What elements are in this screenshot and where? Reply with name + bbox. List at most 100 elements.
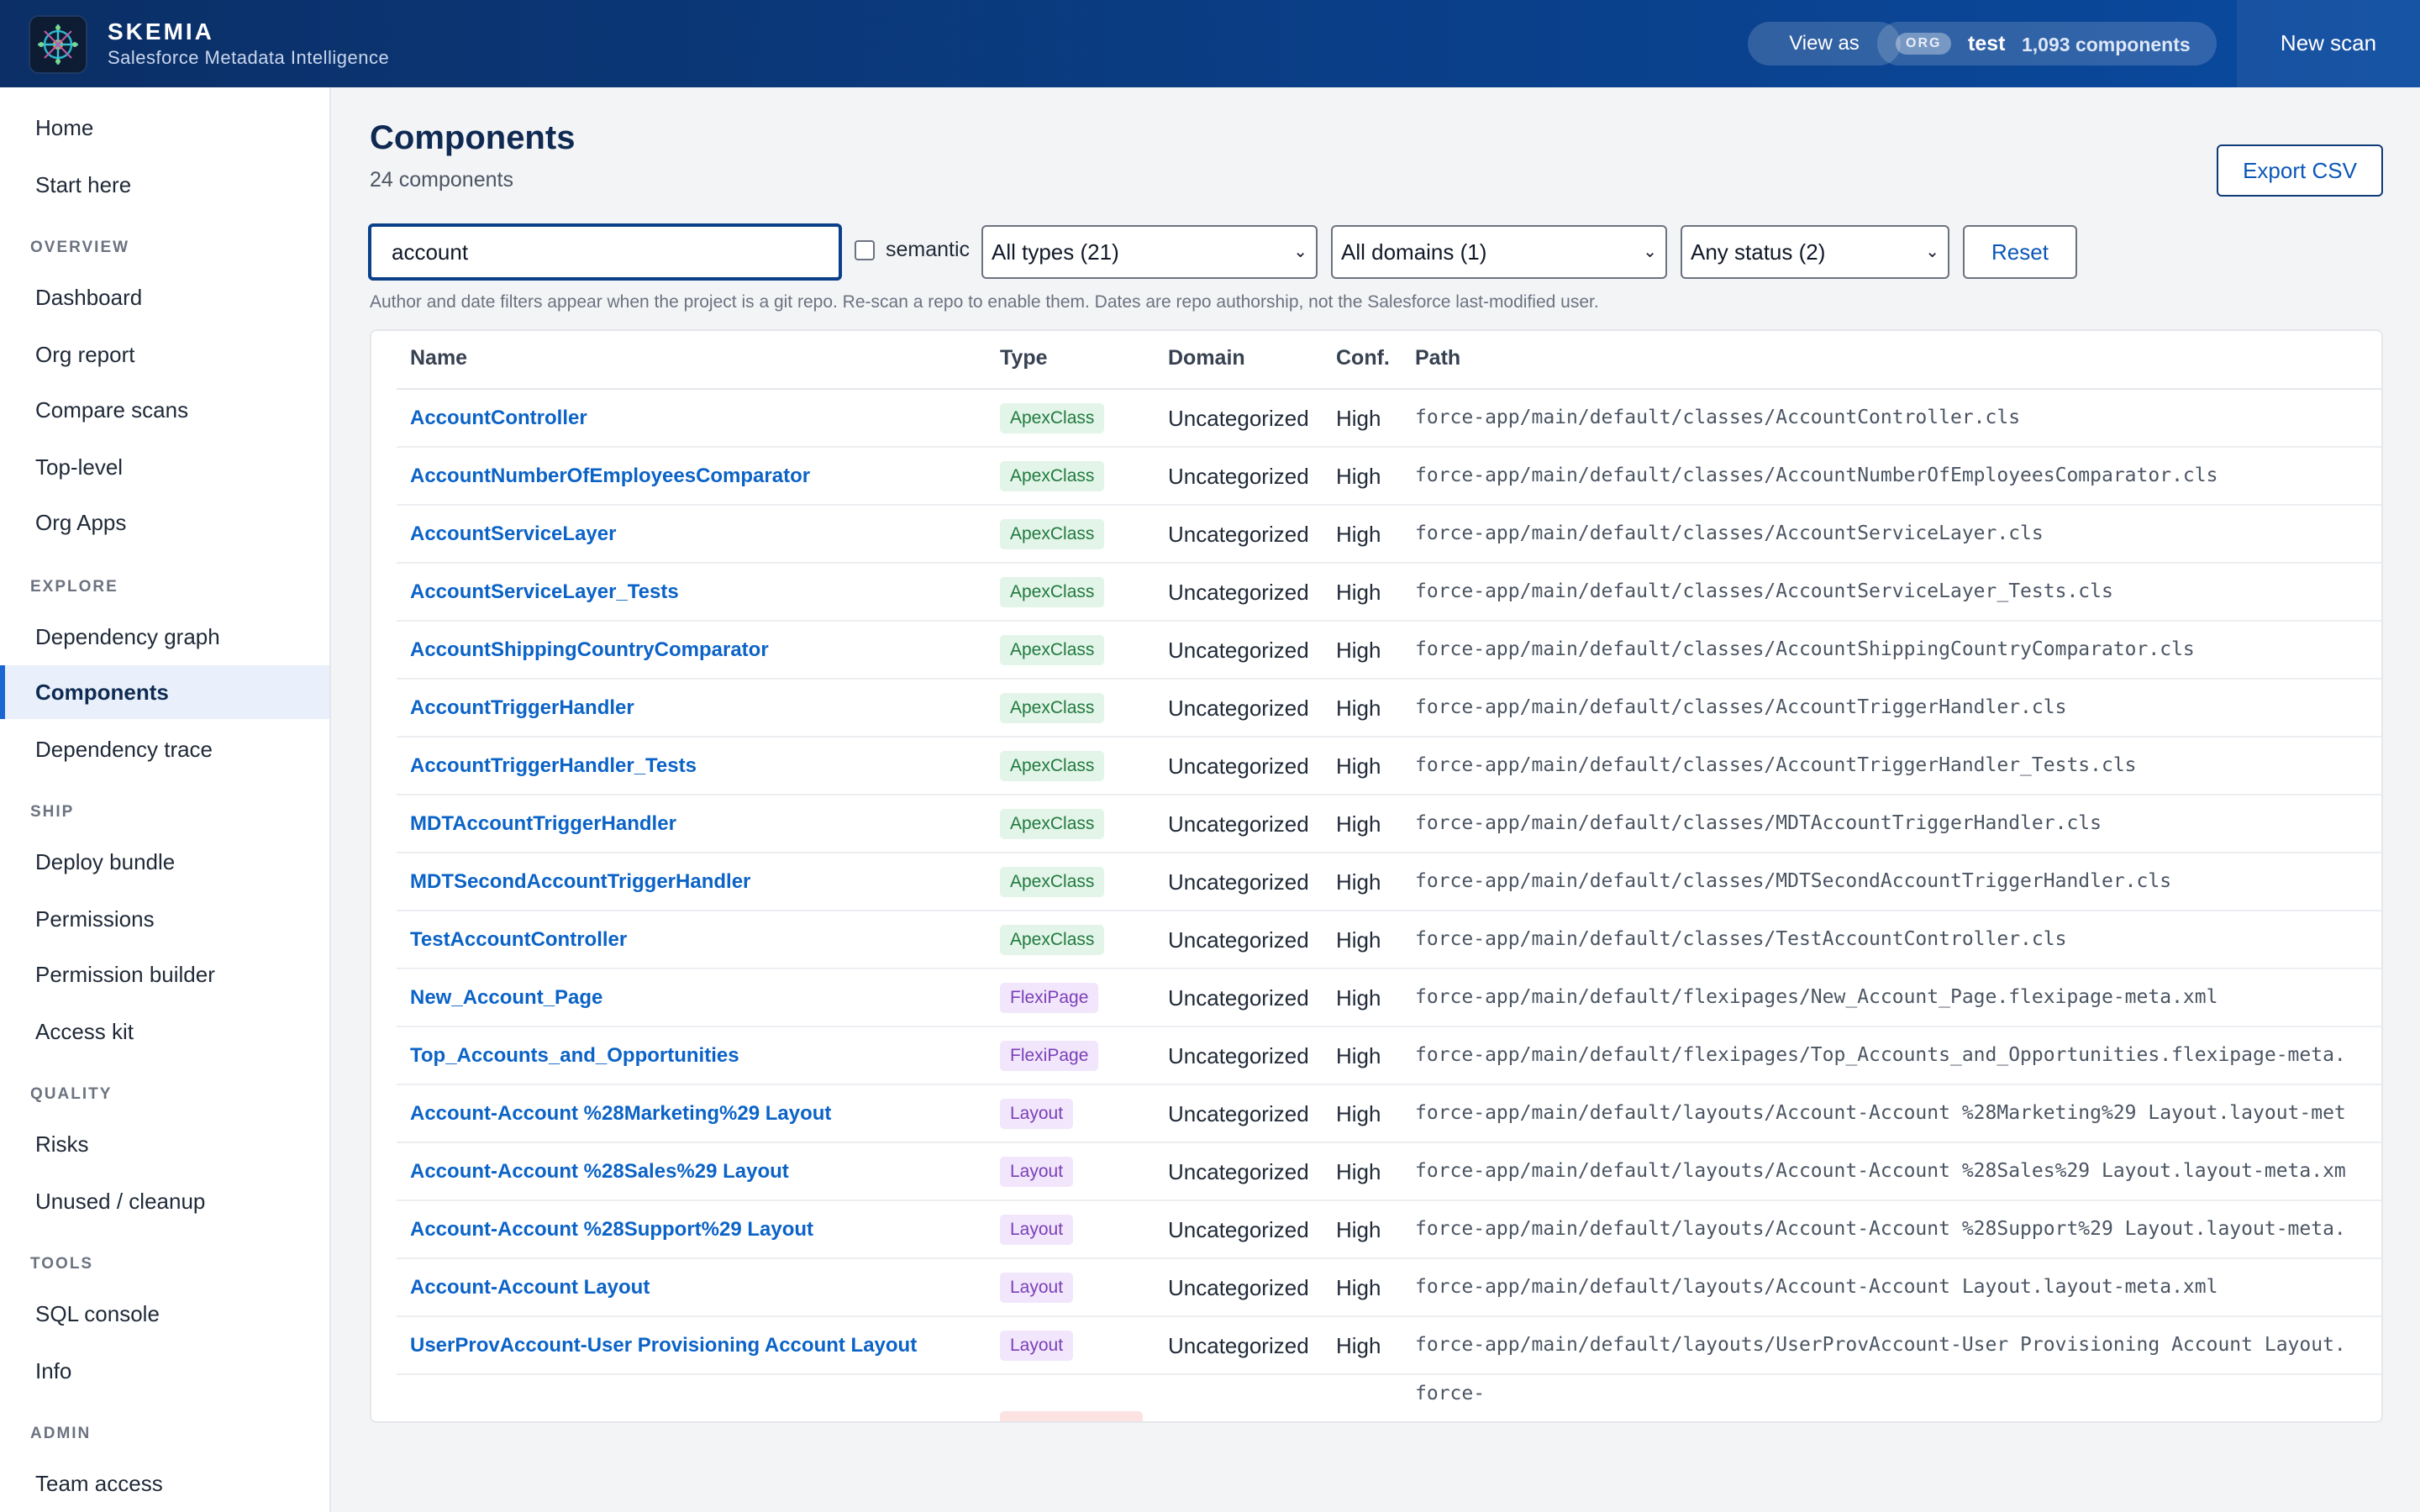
- column-header-type[interactable]: Type: [1000, 346, 1048, 370]
- component-name-link[interactable]: TestAccountController: [410, 928, 628, 951]
- sidebar-item-team-access[interactable]: Team access: [35, 1471, 163, 1496]
- type-filter-value: All types (21): [992, 239, 1119, 265]
- table-row[interactable]: AccountShippingCountryComparator ApexClas…: [397, 622, 2381, 680]
- status-filter-select[interactable]: Any status (2) ⌄: [1681, 225, 1949, 279]
- sidebar-item-org-apps[interactable]: Org Apps: [35, 510, 127, 535]
- sidebar-item-dashboard[interactable]: Dashboard: [35, 285, 143, 310]
- sidebar-item-deploy-bundle[interactable]: Deploy bundle: [35, 849, 176, 874]
- component-name-link[interactable]: MDTAccountTriggerHandler: [410, 812, 676, 835]
- component-name-link[interactable]: AccountNumberOfEmployeesComparator: [410, 465, 811, 487]
- component-name-link[interactable]: AccountShippingCountryComparator: [410, 638, 769, 661]
- cell-path: force-app/main/default/flexipages/New_Ac…: [1415, 986, 2218, 1008]
- table-row[interactable]: AccountController ApexClass Uncategorized H…: [397, 390, 2381, 448]
- cell-path: force-app/main/default/classes/AccountSh…: [1415, 638, 2195, 660]
- column-header-name[interactable]: Name: [410, 346, 468, 370]
- table-row[interactable]: UserProvAccount-User Provisioning Accoun…: [397, 1317, 2381, 1375]
- view-as-button[interactable]: View as: [1748, 22, 1901, 66]
- sidebar-item-unused-cleanup[interactable]: Unused / cleanup: [35, 1189, 206, 1214]
- table-row[interactable]: AccountServiceLayer ApexClass Uncategorize…: [397, 506, 2381, 564]
- cell-domain: Uncategorized: [1168, 696, 1309, 721]
- table-row[interactable]: Top_Accounts_and_Opportunities FlexiPage U…: [397, 1027, 2381, 1085]
- sidebar: Home Start here OVERVIEW Dashboard Org r…: [0, 87, 331, 1512]
- sidebar-item-org-report[interactable]: Org report: [35, 342, 135, 367]
- sidebar-item-compare-scans[interactable]: Compare scans: [35, 397, 189, 423]
- cell-domain: Uncategorized: [1168, 753, 1309, 779]
- new-scan-button[interactable]: New scan: [2237, 0, 2420, 87]
- components-table: Name Type Domain Conf. Path AccountContr…: [370, 329, 2383, 1423]
- cell-path: force-app/main/default/classes/AccountTr…: [1415, 754, 2137, 776]
- table-row[interactable]: AccountTriggerHandler ApexClass Uncategori…: [397, 680, 2381, 738]
- table-row[interactable]: AccountServiceLayer_Tests ApexClass Uncate…: [397, 564, 2381, 622]
- component-name-link[interactable]: MDTSecondAccountTriggerHandler: [410, 870, 751, 893]
- component-name-link[interactable]: AccountServiceLayer_Tests: [410, 580, 679, 603]
- cell-path: force-app/main/default/classes/MDTAccoun…: [1415, 812, 2102, 834]
- component-name-link[interactable]: Account-Account %28Support%29 Layout: [410, 1218, 814, 1241]
- table-row[interactable]: Account-Account Layout Layout Uncategorize…: [397, 1259, 2381, 1317]
- cell-domain: Uncategorized: [1168, 406, 1309, 431]
- chevron-down-icon: ⌄: [1643, 243, 1657, 261]
- component-name-link[interactable]: Account-Account %28Sales%29 Layout: [410, 1160, 789, 1183]
- cell-confidence: High: [1336, 1159, 1381, 1184]
- cell-domain: Uncategorized: [1168, 1159, 1309, 1184]
- type-badge: FlexiPage: [1000, 983, 1099, 1013]
- type-badge: ApexClass: [1000, 403, 1105, 433]
- sidebar-item-access-kit[interactable]: Access kit: [35, 1019, 134, 1044]
- component-name-link[interactable]: Top_Accounts_and_Opportunities: [410, 1044, 739, 1067]
- table-row[interactable]: Account-Account %28Marketing%29 Layout La…: [397, 1085, 2381, 1143]
- cell-confidence: High: [1336, 1101, 1381, 1126]
- cell-confidence: High: [1336, 522, 1381, 547]
- sidebar-item-dependency-graph[interactable]: Dependency graph: [35, 624, 220, 649]
- table-row[interactable]: Account-Account %28Sales%29 Layout Layout…: [397, 1143, 2381, 1201]
- component-name-link[interactable]: Account-Account %28Marketing%29 Layout: [410, 1102, 832, 1125]
- search-input[interactable]: [368, 223, 842, 281]
- cell-confidence: High: [1336, 811, 1381, 837]
- table-row[interactable]: TestAccountController ApexClass Uncategori…: [397, 911, 2381, 969]
- column-header-domain[interactable]: Domain: [1168, 346, 1245, 370]
- sidebar-item-dependency-trace[interactable]: Dependency trace: [35, 737, 213, 762]
- cell-path: force-app/main/default/classes/TestAccou…: [1415, 928, 2067, 950]
- cell-path: force-app/main/default/layouts/Account-A…: [1415, 1102, 2346, 1124]
- sidebar-item-top-level[interactable]: Top-level: [35, 454, 124, 480]
- sidebar-item-info[interactable]: Info: [35, 1358, 72, 1383]
- component-name-link[interactable]: New_Account_Page: [410, 986, 603, 1009]
- domain-filter-select[interactable]: All domains (1) ⌄: [1331, 225, 1667, 279]
- component-name-link[interactable]: AccountTriggerHandler_Tests: [410, 754, 697, 777]
- cell-domain: Uncategorized: [1168, 811, 1309, 837]
- export-csv-button[interactable]: Export CSV: [2217, 144, 2383, 197]
- table-row[interactable]: New_Account_Page FlexiPage Uncategorized Hi…: [397, 969, 2381, 1027]
- cell-domain: Uncategorized: [1168, 464, 1309, 489]
- table-row[interactable]: MDTAccountTriggerHandler ApexClass Uncateg…: [397, 795, 2381, 853]
- component-name-link[interactable]: AccountController: [410, 407, 587, 429]
- reset-button[interactable]: Reset: [1963, 225, 2077, 279]
- sidebar-item-start-here[interactable]: Start here: [35, 172, 132, 197]
- cell-confidence: High: [1336, 580, 1381, 605]
- cell-domain: Uncategorized: [1168, 1101, 1309, 1126]
- type-filter-select[interactable]: All types (21) ⌄: [981, 225, 1318, 279]
- component-name-link[interactable]: AccountTriggerHandler: [410, 696, 634, 719]
- component-name-link[interactable]: Account-Account Layout: [410, 1276, 650, 1299]
- column-header-conf[interactable]: Conf.: [1336, 346, 1390, 370]
- table-row[interactable]: Account-Account %28Support%29 Layout Layo…: [397, 1201, 2381, 1259]
- sidebar-item-permissions[interactable]: Permissions: [35, 906, 155, 932]
- sidebar-item-sql-console[interactable]: SQL console: [35, 1301, 160, 1326]
- sidebar-item-home[interactable]: Home: [35, 115, 94, 140]
- type-badge: Layout: [1000, 1099, 1074, 1129]
- sidebar-item-permission-builder[interactable]: Permission builder: [35, 962, 215, 987]
- cell-path: force-app/main/default/flexipages/Top_Ac…: [1415, 1044, 2346, 1066]
- org-tag: ORG: [1896, 33, 1952, 55]
- table-row[interactable]: AccountNumberOfEmployeesComparator ApexCl…: [397, 448, 2381, 506]
- table-row[interactable]: AccountTriggerHandler_Tests ApexClass Unca…: [397, 738, 2381, 795]
- type-badge: Layout: [1000, 1273, 1074, 1303]
- component-name-link[interactable]: AccountServiceLayer: [410, 522, 617, 545]
- cell-confidence: High: [1336, 1333, 1381, 1358]
- component-name-link[interactable]: UserProvAccount-User Provisioning Accoun…: [410, 1334, 918, 1357]
- sidebar-item-risks[interactable]: Risks: [35, 1131, 89, 1157]
- cell-path: force-app/main/default/classes/MDTSecond…: [1415, 870, 2172, 892]
- table-row[interactable]: MDTSecondAccountTriggerHandler ApexClass U…: [397, 853, 2381, 911]
- type-badge: FlexiPage: [1000, 1041, 1099, 1071]
- sidebar-item-components[interactable]: Components: [0, 665, 329, 719]
- semantic-checkbox[interactable]: [855, 240, 875, 260]
- org-selector[interactable]: ORG test 1,093 components: [1877, 22, 2217, 66]
- column-header-path[interactable]: Path: [1415, 346, 1461, 370]
- type-badge: ApexClass: [1000, 751, 1105, 781]
